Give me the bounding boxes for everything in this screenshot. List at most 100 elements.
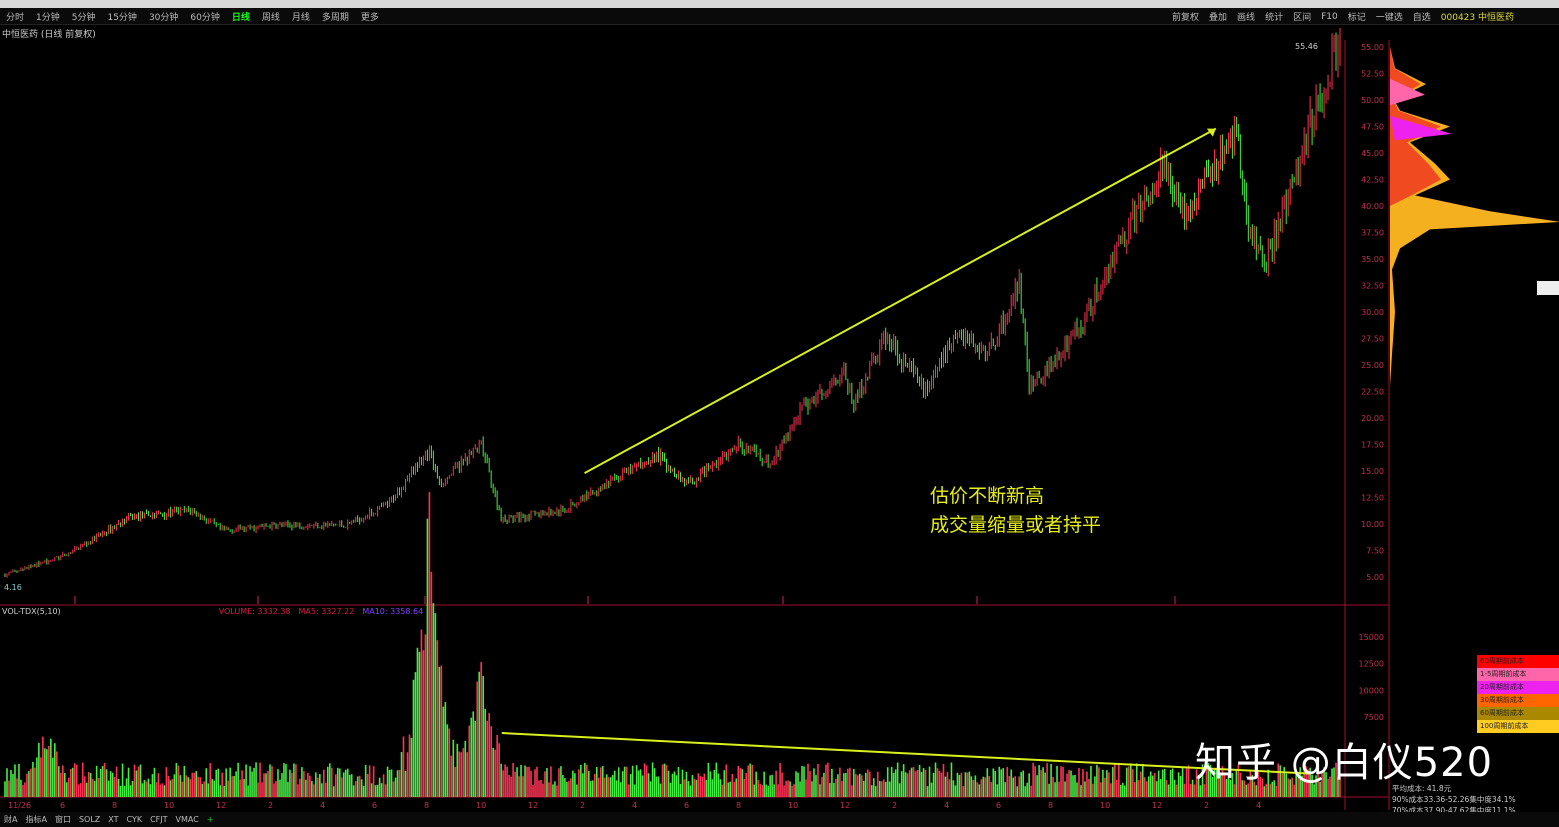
annotation-text: 估价不断新高 成交量缩量或者持平: [930, 482, 1101, 540]
price-tick-label: 50.00: [1361, 96, 1384, 105]
x-tick-label: 12: [216, 801, 226, 810]
right-toolbar: 前复权 叠加 画线 统计 区间 F10 标记 一键选 自选 000423 中恒医药: [1167, 8, 1519, 25]
bottom-tab[interactable]: 窗口: [54, 815, 71, 824]
chip-legend-item[interactable]: 1-5周期前成本: [1477, 668, 1559, 681]
period-toolbar: 分时 1分钟 5分钟 15分钟 30分钟 60分钟 日线 周线 月线 多周期 更多: [0, 8, 1559, 25]
chip-legend-item[interactable]: 60周期前成本: [1477, 655, 1559, 668]
x-tick-label: 8: [1048, 801, 1053, 810]
period-tab[interactable]: 月线: [291, 12, 310, 23]
period-tab[interactable]: 5分钟: [71, 12, 96, 23]
x-tick-label: 12: [1152, 801, 1162, 810]
volume-tick-label: 12500: [1359, 660, 1384, 669]
x-tick-label: 11/26: [8, 801, 31, 810]
toolbar-button[interactable]: F10: [1321, 11, 1338, 22]
price-tick-label: 32.50: [1361, 282, 1384, 291]
chip-legend-item[interactable]: 60周期前成本: [1477, 707, 1559, 720]
price-tick-label: 25.00: [1361, 361, 1384, 370]
price-tick-label: 45.00: [1361, 149, 1384, 158]
volume-tick-label: 10000: [1359, 686, 1384, 695]
bottom-tab-bar: 财A 指标A 窗口 SOLZ XT CYK CFJT VMAC +: [0, 812, 1559, 827]
period-tab[interactable]: 多周期: [321, 12, 349, 23]
average-cost: 平均成本: 41.8元: [1392, 784, 1452, 793]
period-tab[interactable]: 分时: [6, 12, 25, 23]
price-tick-label: 55.00: [1361, 43, 1384, 52]
period-tab[interactable]: 1分钟: [36, 12, 60, 23]
cost-70: 70%成本37.90-47.62集中度11.1%: [1392, 806, 1516, 815]
x-tick-label: 8: [112, 801, 117, 810]
low-price-label: 4.16: [4, 583, 22, 592]
bottom-tab[interactable]: SOLZ: [78, 815, 101, 824]
chip-distribution: [1390, 47, 1559, 387]
price-tick-label: 22.50: [1361, 388, 1384, 397]
price-tick-label: 37.50: [1361, 229, 1384, 238]
price-tick-label: 47.50: [1361, 123, 1384, 132]
high-price-label: 55.46: [1295, 42, 1318, 51]
bottom-tab[interactable]: +: [206, 815, 214, 824]
volume-tick-label: 15000: [1359, 633, 1384, 642]
x-tick-label: 12: [528, 801, 538, 810]
volume-header: VOL-TDX(5,10) VOLUME: 3332.38 MA5: 3327.…: [2, 607, 423, 616]
stock-code: 000423 中恒医药: [1440, 13, 1514, 23]
x-tick-label: 10: [476, 801, 486, 810]
toolbar-button[interactable]: 叠加: [1209, 13, 1228, 23]
period-tab[interactable]: 60分钟: [190, 12, 220, 23]
period-tab[interactable]: 更多: [360, 12, 379, 23]
window-title-bar: [0, 0, 1559, 8]
trend-line[interactable]: [501, 732, 1310, 775]
price-tick-label: 35.00: [1361, 255, 1384, 264]
x-tick-label: 2: [1204, 801, 1209, 810]
price-tick-label: 17.50: [1361, 441, 1384, 450]
toolbar-button[interactable]: 画线: [1237, 13, 1256, 23]
trend-line[interactable]: [584, 127, 1217, 474]
period-tab[interactable]: 周线: [261, 12, 280, 23]
price-tick-label: 10.00: [1361, 520, 1384, 529]
ma10-value: MA10: 3358.64: [362, 607, 424, 616]
annotation-line-2: 成交量缩量或者持平: [930, 514, 1102, 536]
annotation-line-1: 估价不断新高: [930, 485, 1045, 507]
price-tick-label: 5.00: [1366, 573, 1384, 582]
bottom-tab[interactable]: VMAC: [175, 815, 199, 824]
chip-legend-item[interactable]: 20周期前成本: [1477, 681, 1559, 694]
x-tick-label: 10: [788, 801, 798, 810]
x-tick-label: 6: [684, 801, 689, 810]
price-tick-label: 7.50: [1366, 547, 1384, 556]
x-tick-label: 4: [632, 801, 637, 810]
toolbar-button[interactable]: 统计: [1265, 13, 1284, 23]
x-tick-label: 2: [580, 801, 585, 810]
bottom-tab[interactable]: CFJT: [150, 815, 168, 824]
volume-value: VOLUME: 3332.38: [218, 607, 291, 616]
price-tick-label: 30.00: [1361, 308, 1384, 317]
bottom-tab[interactable]: 指标A: [25, 815, 47, 824]
bottom-tab[interactable]: XT: [108, 815, 119, 824]
x-tick-label: 6: [996, 801, 1001, 810]
toolbar-button[interactable]: 前复权: [1172, 13, 1200, 23]
chart-title: 中恒医药 (日线 前复权): [2, 30, 96, 40]
x-tick-label: 6: [372, 801, 377, 810]
cost-info: 平均成本: 41.8元 90%成本33.36-52.26集中度34.1% 70%…: [1392, 783, 1516, 816]
price-tick-label: 12.50: [1361, 494, 1384, 503]
x-tick-label: 6: [60, 801, 65, 810]
price-tick-label: 15.00: [1361, 467, 1384, 476]
volume-indicator-name[interactable]: VOL-TDX(5,10): [2, 607, 61, 616]
chip-legend-item[interactable]: 100周期前成本: [1477, 720, 1559, 733]
chip-legend-item[interactable]: 30周期前成本: [1477, 694, 1559, 707]
x-tick-label: 12: [840, 801, 850, 810]
toolbar-button[interactable]: 一键选: [1375, 13, 1403, 23]
side-tab[interactable]: [1537, 281, 1559, 295]
toolbar-button[interactable]: 自选: [1412, 13, 1431, 23]
bottom-tab[interactable]: 财A: [4, 815, 18, 824]
x-tick-label: 2: [892, 801, 897, 810]
volume-tick-label: 7500: [1364, 713, 1384, 722]
price-tick-label: 40.00: [1361, 202, 1384, 211]
period-tab[interactable]: 15分钟: [107, 12, 137, 23]
x-tick-label: 8: [424, 801, 429, 810]
x-tick-label: 10: [1100, 801, 1110, 810]
period-tab[interactable]: 30分钟: [148, 12, 179, 23]
period-tab[interactable]: 日线: [231, 12, 250, 23]
price-tick-label: 20.00: [1361, 414, 1384, 423]
chip-distribution-magenta: [1390, 115, 1452, 141]
bottom-tab[interactable]: CYK: [126, 815, 143, 824]
toolbar-button[interactable]: 区间: [1293, 13, 1312, 23]
toolbar-button[interactable]: 标记: [1347, 13, 1366, 23]
